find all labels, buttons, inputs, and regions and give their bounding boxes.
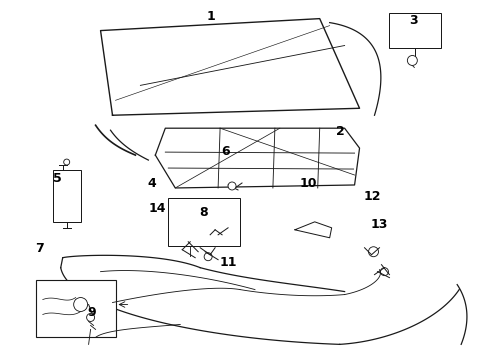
Bar — [168, 198, 240, 246]
Circle shape — [407, 55, 417, 66]
Text: 14: 14 — [148, 202, 166, 215]
Bar — [390, 13, 441, 48]
Circle shape — [188, 214, 196, 222]
Text: 9: 9 — [87, 306, 96, 319]
Bar — [36, 280, 116, 337]
Text: 4: 4 — [148, 177, 157, 190]
Text: 12: 12 — [363, 190, 381, 203]
Text: 8: 8 — [199, 206, 208, 219]
Circle shape — [368, 247, 378, 257]
Text: 6: 6 — [221, 145, 230, 158]
Circle shape — [64, 159, 70, 165]
Text: 5: 5 — [53, 172, 61, 185]
Text: 10: 10 — [300, 177, 317, 190]
Circle shape — [228, 182, 236, 190]
Text: 1: 1 — [206, 10, 215, 23]
Circle shape — [87, 314, 95, 321]
Text: 7: 7 — [36, 242, 45, 255]
Circle shape — [74, 298, 88, 311]
Text: 3: 3 — [409, 14, 417, 27]
Bar — [53, 170, 81, 222]
Text: 2: 2 — [336, 125, 344, 138]
Text: 11: 11 — [219, 256, 237, 269]
Circle shape — [380, 268, 389, 276]
Circle shape — [204, 253, 212, 261]
Text: 13: 13 — [370, 218, 388, 231]
